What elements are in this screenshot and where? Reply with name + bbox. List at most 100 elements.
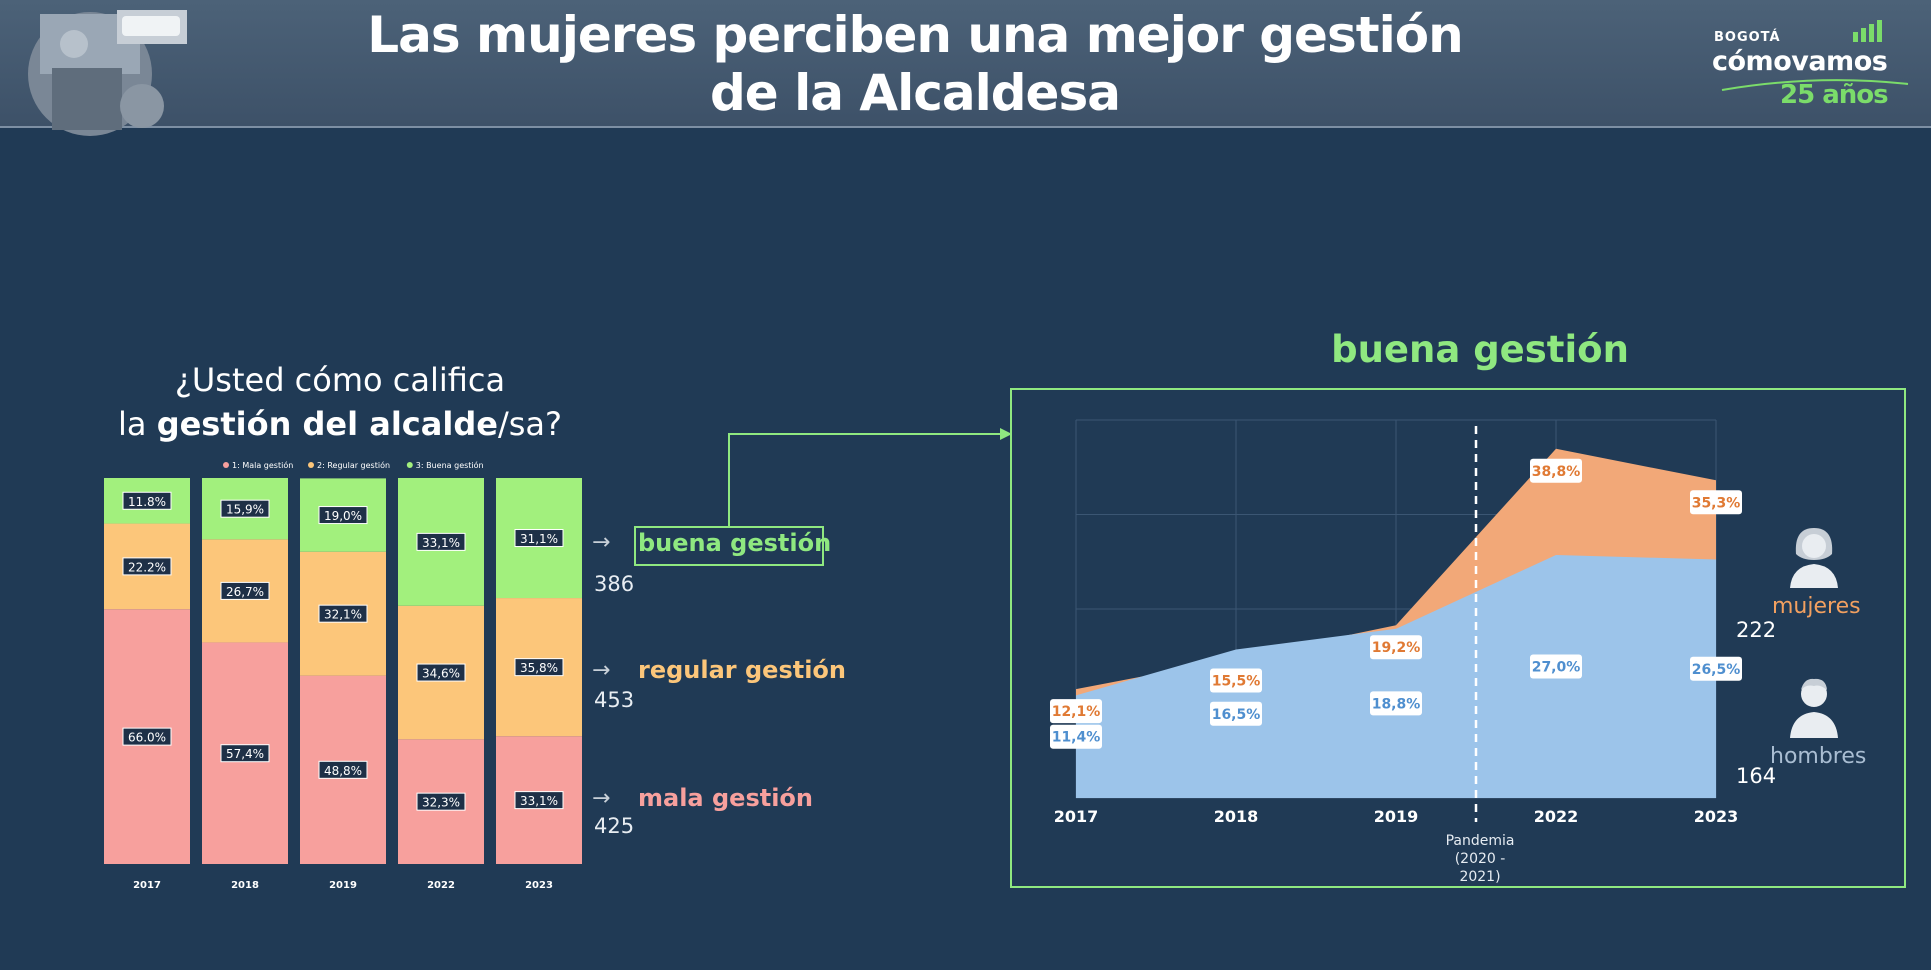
data-label-2017-3: 11.8% (128, 495, 166, 509)
data-label-box-2023-3 (514, 529, 564, 548)
logo-swoosh (1721, 79, 1909, 91)
data-label-box-2019-2 (318, 604, 368, 623)
data-label-box-2019-1 (318, 760, 368, 779)
header-banner: Las mujeres perciben una mejor gestión d… (0, 0, 1931, 136)
woman-icon (1790, 528, 1838, 588)
category-label-buena: buena gestión (638, 529, 832, 557)
data-label-2022-3: 33,1% (422, 536, 460, 550)
hombres-label: hombres (1770, 744, 1867, 769)
area-label-box-hombres-2019 (1370, 691, 1422, 716)
category-n-buena: 386 (594, 572, 635, 596)
area-label-mujeres-2019: 19,2% (1372, 640, 1421, 656)
page-title-line2: de la Alcaldesa (710, 64, 1121, 122)
legend-marker-3 (406, 462, 413, 468)
pandemia-line3: 2021) (1459, 869, 1501, 885)
area-label-box-hombres-2017 (1050, 724, 1102, 749)
area-label-mujeres-2017: 12,1% (1052, 704, 1101, 720)
bars-icon (1853, 20, 1882, 42)
area-label-mujeres-2018: 15,5% (1212, 674, 1261, 690)
data-label-2022-1: 32,3% (422, 796, 460, 810)
man-icon (1790, 678, 1838, 738)
category-label-mala: mala gestión (638, 784, 813, 812)
data-label-2018-2: 26,7% (226, 585, 264, 599)
data-label-box-2022-2 (416, 663, 466, 682)
page-title-line1: Las mujeres perciben una mejor gestión (367, 6, 1463, 64)
question-line2-suffix: /sa? (497, 405, 562, 443)
x-tick-2019: 2019 (329, 880, 357, 891)
area-x-tick-2022: 2022 (1534, 807, 1579, 826)
area-x-tick-2018: 2018 (1214, 807, 1259, 826)
x-tick-2017: 2017 (133, 880, 161, 891)
data-label-box-2018-2 (220, 581, 270, 600)
hombres-n: 164 (1736, 764, 1777, 788)
logo-city: BOGOTÁ (1714, 30, 1781, 45)
arrow-icon-mala: → (592, 786, 611, 811)
data-label-box-2018-1 (220, 744, 270, 763)
data-label-box-2022-1 (416, 792, 466, 811)
area-x-tick-2019: 2019 (1374, 807, 1419, 826)
mujeres-label: mujeres (1772, 594, 1861, 619)
x-tick-2018: 2018 (231, 880, 259, 891)
area-label-mujeres-2023: 35,3% (1692, 495, 1741, 511)
data-label-box-2023-1 (514, 791, 564, 810)
question-line2-prefix: la (118, 405, 157, 443)
data-label-2023-1: 33,1% (520, 794, 558, 808)
area-label-box-hombres-2023 (1690, 656, 1742, 681)
legend-label-1: 1: Mala gestión (232, 460, 293, 470)
data-label-2019-1: 48,8% (324, 764, 362, 778)
question-line2: la gestión del alcalde/sa? (100, 402, 580, 446)
logo-years: 25 años (1780, 80, 1889, 110)
data-label-2019-3: 19,0% (324, 509, 362, 523)
area-chart: 12,1% 15,5% 19,2% 38,8% 35,3% 11,4% 16,5% 18,8%… (1050, 419, 1742, 826)
area-label-box-mujeres-2023 (1690, 490, 1742, 515)
connector-arrow (728, 428, 1012, 528)
data-label-2023-3: 31,1% (520, 532, 558, 546)
pandemia-annotation: Pandemia (2020 - 2021) (1430, 832, 1530, 886)
area-x-tick-2017: 2017 (1054, 807, 1099, 826)
data-label-box-2017-2 (122, 557, 172, 576)
area-label-hombres-2017: 11,4% (1052, 730, 1101, 746)
data-label-box-2023-2 (514, 658, 564, 677)
area-label-box-mujeres-2017 (1050, 699, 1102, 724)
data-label-2023-2: 35,8% (520, 661, 558, 675)
area-x-tick-2023: 2023 (1694, 807, 1739, 826)
legend-label-3: 3: Buena gestión (416, 460, 484, 470)
area-label-hombres-2022: 27,0% (1532, 660, 1581, 676)
right-panel-title: buena gestión (1331, 328, 1629, 371)
data-label-box-2017-3 (122, 491, 172, 510)
arrow-icon-regular: → (592, 658, 611, 683)
data-label-2018-1: 57,4% (226, 747, 264, 761)
logo-brand: cómovamos (1712, 46, 1888, 77)
legend-marker-2 (308, 462, 314, 468)
area-label-box-mujeres-2022 (1530, 458, 1582, 483)
data-label-box-2017-1 (122, 727, 172, 746)
x-tick-2022: 2022 (427, 880, 455, 891)
photo-collage-image (28, 10, 187, 136)
area-label-box-hombres-2022 (1530, 654, 1582, 679)
data-label-2017-1: 66.0% (128, 731, 166, 745)
category-n-regular: 453 (594, 688, 635, 712)
bogota-como-vamos-logo: BOGOTÁ cómovamos 25 años (1700, 18, 1910, 118)
pandemia-line2: (2020 - (1454, 851, 1506, 867)
question-line1: ¿Usted cómo califica (174, 361, 506, 399)
area-label-box-mujeres-2018 (1210, 668, 1262, 693)
data-label-2022-2: 34,6% (422, 667, 460, 681)
area-label-hombres-2023: 26,5% (1692, 662, 1741, 678)
area-label-box-mujeres-2019 (1370, 635, 1422, 660)
category-label-regular: regular gestión (638, 656, 847, 684)
data-label-2017-2: 22.2% (128, 560, 166, 574)
x-tick-2023: 2023 (525, 880, 553, 891)
right-panel-frame (1010, 388, 1906, 888)
data-label-box-2018-3 (220, 499, 270, 518)
area-hombres (1076, 555, 1716, 798)
pandemia-line1: Pandemia (1445, 833, 1515, 849)
question-line2-bold: gestión del alcalde (156, 405, 498, 443)
area-label-hombres-2019: 18,8% (1372, 696, 1421, 712)
data-label-2019-2: 32,1% (324, 608, 362, 622)
legend-marker-1 (223, 462, 229, 468)
area-label-mujeres-2022: 38,8% (1532, 464, 1581, 480)
legend-label-2: 2: Regular gestión (317, 460, 390, 470)
area-label-box-hombres-2018 (1210, 701, 1262, 726)
mujeres-n: 222 (1736, 618, 1777, 642)
area-label-hombres-2018: 16,5% (1212, 707, 1261, 723)
